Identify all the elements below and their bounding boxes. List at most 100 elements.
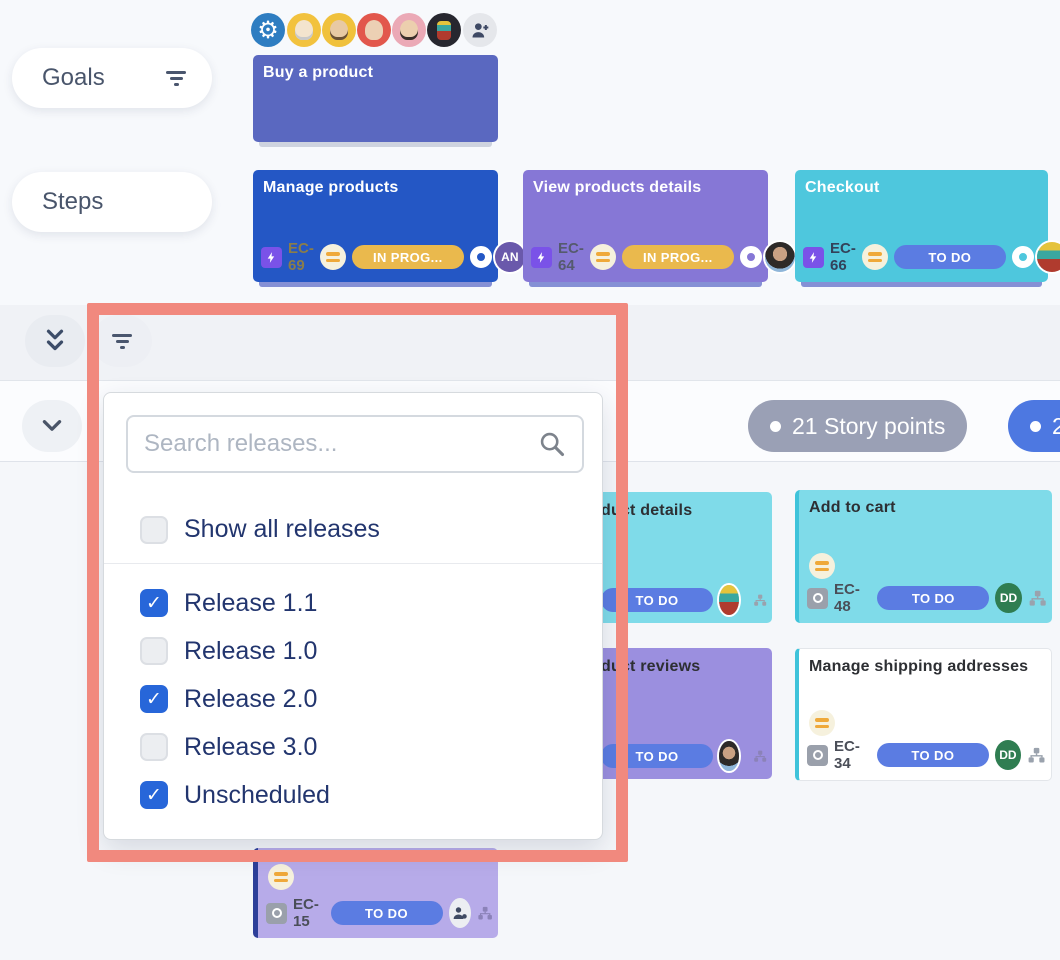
issue-key: EC-34 (834, 738, 860, 772)
card-stack-strip (259, 139, 492, 147)
checkbox-checked[interactable]: ✓ (140, 685, 168, 713)
collapse-swimlane-button[interactable] (22, 400, 82, 452)
collapse-all-button[interactable] (25, 315, 85, 367)
avatar-robot[interactable] (427, 13, 461, 47)
status-badge[interactable]: IN PROG... (621, 245, 734, 269)
issue-key: EC-66 (830, 240, 856, 274)
assignee-avatar[interactable] (719, 741, 739, 771)
card-meta-row: EC-69 IN PROG... AN (261, 240, 525, 274)
card-meta-row: EC-66 TO DO (803, 240, 1060, 274)
overflow-label: 2 (1052, 412, 1060, 439)
popup-divider (104, 563, 602, 564)
issue-key: EC-15 (293, 896, 319, 930)
issue-key: EC-69 (288, 240, 314, 274)
subtasks-icon[interactable] (1028, 587, 1047, 609)
story-type-icon (807, 587, 828, 609)
status-badge[interactable]: TO DO (893, 245, 1006, 269)
card-title: Checkout (805, 179, 880, 196)
goals-row-label: Goals (42, 64, 105, 91)
checkbox-checked[interactable]: ✓ (140, 589, 168, 617)
release-option-label: Release 3.0 (184, 732, 318, 761)
filter-icon[interactable] (166, 70, 186, 86)
story-card-add-to-cart[interactable]: Add to cart EC-48 TO DO DD (795, 490, 1052, 623)
card-meta-row: EC-64 IN PROG... (531, 240, 795, 274)
epic-type-icon (803, 246, 824, 268)
avatar-grandma[interactable] (287, 13, 321, 47)
status-badge[interactable]: TO DO (876, 743, 989, 767)
release-option-label: Release 1.0 (184, 636, 318, 665)
assignee-avatar[interactable]: DD (995, 583, 1022, 613)
card-meta-row: EC-34 TO DO DD (807, 738, 1046, 772)
priority-medium-icon (809, 553, 835, 579)
show-all-releases-label: Show all releases (184, 515, 380, 543)
assignee-avatar[interactable]: DD (994, 740, 1021, 770)
step-card-checkout[interactable]: Checkout EC-66 TO DO (795, 170, 1060, 282)
story-card-manage-shipping-addresses[interactable]: Manage shipping addresses EC-34 TO DO DD (795, 648, 1052, 781)
checkbox-checked[interactable]: ✓ (140, 781, 168, 809)
release-option-0[interactable]: ✓ Release 1.1 (104, 579, 602, 627)
card-title: Add to cart (809, 499, 896, 516)
release-option-4[interactable]: ✓ Unscheduled (104, 771, 602, 819)
status-badge[interactable]: TO DO (601, 588, 713, 612)
avatar-bald-man[interactable] (357, 13, 391, 47)
release-option-2[interactable]: ✓ Release 2.0 (104, 675, 602, 723)
assignee-avatar[interactable] (719, 585, 739, 615)
steps-row-label: Steps (42, 188, 104, 215)
releases-toolbar-row (0, 305, 1060, 381)
chevron-down-icon (42, 420, 62, 431)
release-search-box[interactable] (126, 415, 584, 473)
assignee-avatar[interactable] (764, 242, 795, 272)
card-stack-strip (529, 279, 762, 287)
double-chevron-down-icon (46, 329, 64, 351)
status-badge[interactable]: TO DO (877, 586, 990, 610)
settings-button[interactable]: ⚙ (251, 13, 285, 47)
unassigned-avatar[interactable] (448, 898, 471, 928)
filter-icon (112, 333, 132, 349)
checkbox-unchecked[interactable] (140, 637, 168, 665)
checkbox-unchecked[interactable] (140, 733, 168, 761)
avatar-headset-woman[interactable] (392, 13, 426, 47)
add-user-button[interactable] (463, 13, 497, 47)
progress-ring-icon (1011, 246, 1034, 268)
avatar-young-man[interactable] (322, 13, 356, 47)
steps-row-button[interactable]: Steps (12, 172, 212, 232)
card-meta-row: EC-48 TO DO DD (807, 581, 1047, 615)
story-points-label: 21 Story points (792, 412, 946, 439)
release-filter-button[interactable] (92, 315, 152, 367)
overflow-badge: 2 (1008, 400, 1060, 452)
release-search-input[interactable] (144, 430, 538, 458)
priority-medium-icon (268, 864, 294, 890)
story-card-partial-bottom[interactable]: EC-15 TO DO (253, 848, 498, 938)
checkbox-unchecked[interactable] (140, 515, 168, 544)
release-option-label: Release 2.0 (184, 684, 318, 713)
priority-medium-icon (589, 244, 616, 270)
progress-ring-icon (469, 246, 492, 268)
release-option-3[interactable]: Release 3.0 (104, 723, 602, 771)
priority-medium-icon (861, 244, 888, 270)
step-card-manage-products[interactable]: Manage products EC-69 IN PROG... AN (253, 170, 525, 282)
subtasks-icon[interactable] (753, 589, 767, 611)
story-points-badge: 21 Story points (748, 400, 968, 452)
story-type-icon (266, 902, 287, 924)
issue-key: EC-48 (834, 581, 860, 615)
status-badge[interactable]: IN PROG... (351, 245, 464, 269)
release-option-1[interactable]: Release 1.0 (104, 627, 602, 675)
assignee-avatar[interactable] (1036, 242, 1060, 272)
status-badge[interactable]: TO DO (601, 744, 713, 768)
subtasks-icon[interactable] (753, 745, 767, 767)
show-all-releases-option[interactable]: Show all releases (140, 515, 380, 544)
goals-row-button[interactable]: Goals (12, 48, 212, 108)
step-card-view-products-details[interactable]: View products details EC-64 IN PROG... (523, 170, 795, 282)
status-badge[interactable]: TO DO (330, 901, 443, 925)
release-list: ✓ Release 1.1 Release 1.0 ✓ Release 2.0 Relea… (104, 579, 602, 819)
card-title: Manage shipping addresses (809, 658, 1029, 675)
subtasks-icon[interactable] (1027, 744, 1046, 766)
card-title: View products details (533, 179, 702, 196)
card-title: duct reviews (601, 658, 701, 675)
card-title: Manage products (263, 179, 399, 196)
subtasks-icon[interactable] (477, 902, 493, 924)
card-title: duct details (601, 502, 693, 519)
assignee-avatar[interactable]: AN (494, 242, 525, 272)
goal-card-buy-a-product[interactable]: Buy a product (253, 55, 498, 142)
